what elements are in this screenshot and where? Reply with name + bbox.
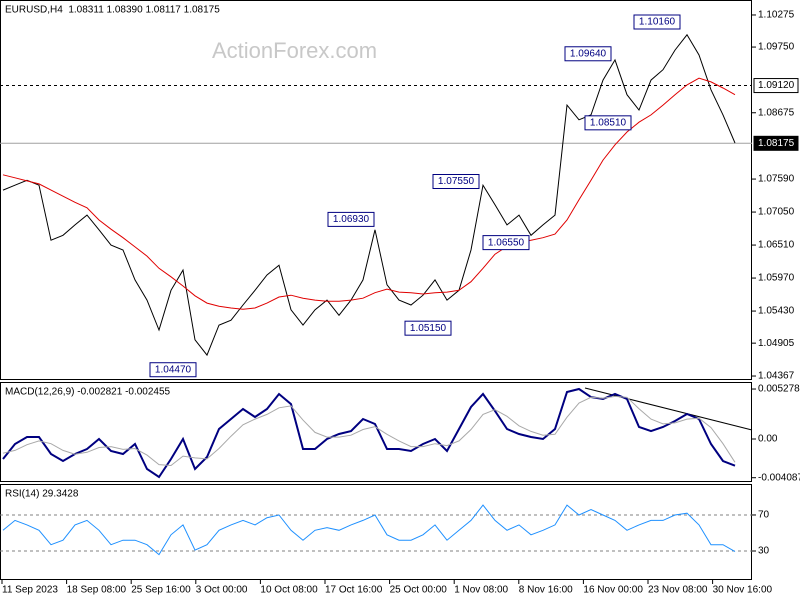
x-tick-label: 8 Nov 16:00 (519, 585, 573, 596)
x-tick-label: 10 Oct 08:00 (260, 585, 318, 596)
annotation-label: 1.10160 (639, 17, 676, 28)
x-tick-label: 23 Nov 08:00 (648, 585, 708, 596)
panel-title: EURUSD,H4 1.08311 1.08390 1.08117 1.0817… (5, 5, 220, 16)
y-tick-label: 1.05430 (758, 306, 795, 317)
x-tick-label: 25 Oct 00:00 (390, 585, 448, 596)
y-tick-label: 1.09750 (758, 42, 795, 53)
series-line (2, 77, 736, 310)
annotation-box (564, 46, 612, 62)
y-tick-label: 1.06510 (758, 240, 795, 251)
annotation-label: 1.08510 (590, 117, 627, 128)
x-tick-label: 18 Sep 08:00 (67, 585, 127, 596)
annotation-box (327, 211, 375, 227)
x-tick-label: 25 Sep 16:00 (131, 585, 191, 596)
x-tick-label: 3 Oct 00:00 (196, 585, 248, 596)
y-tick-label: 1.08675 (758, 107, 795, 118)
annotation-box (404, 320, 452, 336)
level-label: 1.09120 (758, 80, 795, 91)
level-label: 1.08175 (758, 138, 795, 149)
y-tick-label: -0.004087 (758, 472, 800, 483)
level-label-box (753, 78, 799, 94)
y-tick-label: 1.04367 (758, 371, 795, 382)
y-tick-label: 1.04905 (758, 338, 795, 349)
annotation-box (482, 235, 530, 251)
panel-border (0, 484, 752, 580)
series-line (2, 387, 736, 479)
annotation-label: 1.07550 (438, 176, 475, 187)
annotation-label: 1.06550 (488, 237, 525, 248)
y-tick-label: 1.07050 (758, 207, 795, 218)
annotation-box (149, 362, 197, 378)
x-tick-label: 16 Nov 00:00 (583, 585, 643, 596)
panel-border (0, 382, 752, 482)
series-line (2, 395, 736, 467)
annotation-label: 1.04470 (155, 364, 192, 375)
annotation-box (633, 14, 681, 30)
series-line (2, 504, 736, 556)
x-tick-label: 1 Nov 08:00 (454, 585, 508, 596)
panel-border (0, 0, 752, 380)
x-tick-label: 30 Nov 16:00 (713, 585, 773, 596)
y-tick-label: 1.07590 (758, 174, 795, 185)
y-tick-label: 1.05970 (758, 273, 795, 284)
panel-title: RSI(14) 29.3428 (5, 489, 79, 500)
y-tick-label: 0.00 (758, 434, 778, 445)
y-tick-label: 70 (758, 510, 770, 521)
annotation-label: 1.09640 (570, 48, 607, 59)
annotation-label: 1.05150 (410, 323, 447, 334)
level-label-box (753, 135, 799, 151)
series-line (2, 33, 736, 357)
panel-title: MACD(12,26,9) -0.002821 -0.002455 (5, 387, 171, 398)
annotation-box (432, 174, 480, 190)
x-tick-label: 17 Oct 16:00 (325, 585, 383, 596)
annotation-label: 1.06930 (333, 214, 370, 225)
annotation-box (584, 115, 632, 131)
watermark: ActionForex.com (212, 38, 377, 63)
y-tick-label: 0.005278 (758, 384, 800, 395)
y-tick-label: 30 (758, 546, 770, 557)
x-tick-label: 11 Sep 2023 (2, 585, 58, 596)
y-tick-label: 1.10275 (758, 10, 795, 21)
